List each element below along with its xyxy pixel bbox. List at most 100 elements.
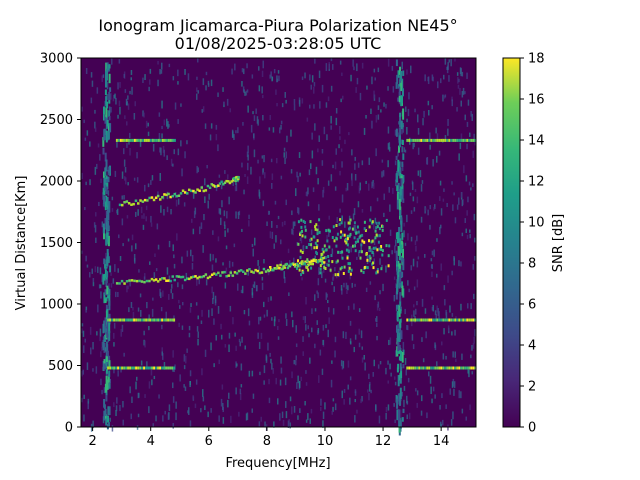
- scatter-point: [318, 218, 321, 222]
- scatter-point: [297, 242, 300, 246]
- scatter-point: [304, 225, 307, 229]
- scatter-point: [371, 239, 374, 243]
- scatter-point: [307, 268, 310, 272]
- echo-point: [264, 270, 268, 273]
- scatter-point: [366, 258, 369, 262]
- echo-point: [128, 279, 131, 282]
- scatter-point: [310, 259, 313, 263]
- scatter-point: [327, 255, 330, 258]
- echo-point: [121, 203, 124, 207]
- scatter-point: [335, 237, 338, 241]
- scatter-point: [349, 226, 351, 230]
- echo-point: [256, 269, 259, 273]
- scatter-point: [329, 268, 332, 272]
- scatter-point: [339, 267, 342, 271]
- echo-point: [235, 272, 239, 275]
- scatter-point: [368, 246, 371, 250]
- echo-point: [156, 194, 160, 198]
- scatter-point: [339, 235, 342, 239]
- echo-trace: [118, 175, 240, 207]
- scatter-point: [358, 250, 361, 254]
- echo-point: [230, 180, 233, 183]
- echo-point: [227, 274, 230, 277]
- scatter-point: [318, 230, 321, 234]
- echo-point: [135, 279, 139, 283]
- echo-point: [222, 183, 225, 186]
- echo-point: [215, 273, 218, 276]
- scatter-point: [320, 253, 323, 256]
- scatter-point: [341, 256, 344, 260]
- echo-point: [198, 275, 201, 279]
- scatter-point: [313, 246, 316, 250]
- horizontal-band: [115, 138, 176, 142]
- scatter-point: [353, 244, 356, 248]
- scatter-point: [329, 229, 331, 233]
- x-tick-label: 2: [88, 434, 96, 449]
- echo-point: [163, 193, 166, 196]
- y-tick-label: 0: [65, 421, 73, 436]
- scatter-point: [354, 240, 357, 244]
- scatter-point: [343, 233, 346, 237]
- y-tick-label: 3000: [40, 52, 73, 67]
- echo-point: [225, 275, 228, 278]
- echo-point: [242, 270, 245, 273]
- scatter-point: [378, 227, 381, 231]
- scatter-point: [369, 256, 372, 260]
- echo-point: [269, 266, 272, 269]
- echo-point: [156, 280, 160, 283]
- scatter-point: [368, 254, 371, 258]
- echo-point: [320, 259, 324, 262]
- scatter-point: [316, 260, 319, 264]
- echo-point: [177, 194, 181, 197]
- echo-point: [292, 263, 296, 266]
- echo-point: [154, 196, 158, 199]
- scatter-point: [314, 241, 317, 245]
- scatter-point: [360, 269, 363, 273]
- echo-point: [138, 279, 141, 283]
- scatter-point: [347, 262, 350, 266]
- echo-point: [260, 271, 264, 274]
- echo-point: [321, 256, 325, 260]
- colorbar-tick-label: 18: [528, 52, 545, 67]
- scatter-point: [300, 225, 303, 229]
- echo-point: [179, 192, 183, 195]
- echo-trace: [115, 256, 327, 285]
- x-tick-label: 6: [205, 434, 213, 449]
- echo-point: [285, 262, 289, 266]
- echo-point: [150, 196, 154, 199]
- scatter-point: [346, 234, 349, 238]
- scatter-point: [348, 266, 351, 270]
- scatter-point: [319, 271, 322, 275]
- echo-point: [204, 273, 208, 276]
- scatter-point: [358, 236, 361, 240]
- echo-point: [237, 176, 240, 179]
- scatter-point: [357, 230, 360, 234]
- echo-point: [200, 275, 203, 279]
- scatter-point: [349, 272, 352, 276]
- scatter-point: [369, 249, 372, 253]
- echo-point: [192, 189, 195, 193]
- scatter-point: [309, 238, 312, 242]
- echo-point: [250, 270, 253, 273]
- echo-point: [244, 272, 247, 275]
- scatter-point: [356, 238, 359, 242]
- echo-point: [190, 189, 193, 193]
- echo-point: [169, 195, 172, 199]
- echo-point: [118, 203, 122, 207]
- echo-point: [175, 194, 179, 198]
- scatter-point: [297, 259, 299, 263]
- echo-point: [118, 282, 121, 285]
- echo-point: [229, 271, 232, 274]
- echo-point: [314, 259, 318, 262]
- echo-point: [196, 276, 199, 280]
- echo-point: [188, 277, 191, 281]
- scatter-point: [335, 244, 338, 248]
- colorbar-tick-label: 12: [528, 175, 545, 190]
- echo-point: [143, 198, 147, 202]
- scatter-point: [376, 270, 379, 274]
- scatter-point: [300, 218, 303, 222]
- scatter-point: [360, 243, 363, 247]
- scatter-point: [366, 266, 369, 270]
- scatter-point: [324, 267, 327, 270]
- x-tick-label: 12: [375, 434, 392, 449]
